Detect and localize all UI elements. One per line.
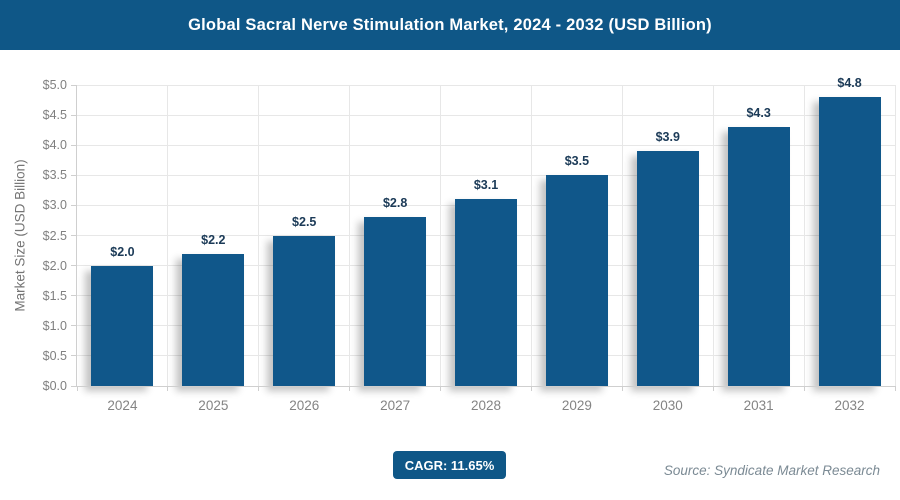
bar-2027 [364, 217, 427, 386]
bar-value-label: $3.5 [564, 154, 590, 169]
x-axis-label-2024: 2024 [107, 398, 138, 413]
gridline-horizontal [77, 114, 895, 116]
y-axis-tick [71, 235, 76, 236]
x-axis-label-2028: 2028 [470, 398, 502, 413]
chart-title: Global Sacral Nerve Stimulation Market, … [188, 15, 712, 34]
x-axis-tick [894, 386, 896, 391]
x-axis-tick [621, 386, 623, 391]
y-axis-tick-label: $3.0 [42, 198, 67, 213]
bar-2032 [818, 97, 881, 386]
bar-value-label: $4.3 [746, 106, 771, 121]
y-axis-tick [71, 385, 76, 387]
gridline-vertical [712, 85, 714, 386]
gridline-vertical [530, 85, 532, 386]
bar-2031 [727, 127, 790, 386]
gridline-vertical [440, 85, 442, 386]
x-axis-tick [530, 386, 532, 391]
y-axis-line [76, 85, 77, 386]
y-axis-tick-label: $2.5 [42, 228, 67, 243]
y-axis-tick-label: $5.0 [42, 78, 67, 92]
y-axis-tick [71, 355, 76, 357]
x-axis-line [76, 386, 895, 387]
y-axis-title: Market Size (USD Billion) [12, 159, 28, 312]
bar-2030 [636, 151, 699, 386]
y-axis-tick [71, 174, 76, 176]
bar-2029 [545, 175, 608, 386]
gridline-vertical [258, 85, 260, 386]
x-axis-tick [349, 386, 351, 391]
gridline-vertical [894, 85, 896, 386]
bar-chart-plot-area: $2.0 $2.2 $2.5 $2.8 $3.1 $3.5 $3.9 $4.3 $4.8 [77, 76, 896, 386]
gridline-vertical [349, 85, 351, 386]
bar-value-label: $3.9 [655, 130, 680, 145]
chart-title-banner: Global Sacral Nerve Stimulation Market, … [0, 0, 900, 50]
cagr-badge-label: CAGR: 11.65% [404, 457, 495, 473]
y-axis-tick-label: $4.0 [42, 138, 67, 153]
x-axis-tick [167, 386, 169, 391]
y-axis-tick [71, 144, 76, 146]
bar-value-label: $2.0 [110, 244, 135, 259]
bar-value-label: $2.8 [382, 196, 408, 211]
source-note: Source: Syndicate Market Research [663, 463, 880, 478]
gridline-horizontal [77, 144, 895, 146]
x-axis-label-2031: 2031 [743, 398, 774, 413]
y-axis-tick [71, 114, 76, 116]
bar-value-label: $3.1 [473, 178, 499, 193]
gridline-horizontal [77, 174, 895, 176]
y-axis-tick-label: $4.5 [42, 108, 67, 123]
y-axis-tick [71, 325, 76, 327]
x-axis-tick [712, 386, 714, 391]
x-axis-tick [76, 386, 78, 391]
y-axis-tick [71, 84, 76, 86]
bar-2028 [455, 199, 517, 386]
bar-value-label: $4.8 [837, 76, 862, 91]
y-axis-tick-label: $1.0 [42, 318, 67, 333]
y-axis-tick [71, 295, 76, 297]
gridline-vertical [167, 85, 169, 386]
x-axis-tick [440, 386, 442, 391]
bar-value-label: $2.5 [292, 214, 317, 229]
y-axis-tick-label: $1.5 [42, 288, 67, 303]
x-axis-tick [258, 386, 260, 391]
gridline-vertical [621, 85, 623, 386]
x-axis-label-2029: 2029 [561, 398, 592, 413]
gridline-horizontal [77, 84, 895, 86]
y-axis-tick-label: $0.5 [42, 348, 67, 363]
y-axis-tick-label: $0.0 [42, 379, 67, 393]
x-axis-tick [803, 386, 805, 391]
gridline-vertical [803, 85, 805, 386]
x-axis-label-2027: 2027 [380, 398, 411, 413]
bar-2026 [273, 235, 336, 386]
y-axis-tick [71, 265, 76, 267]
x-axis-label-2026: 2026 [289, 398, 320, 413]
x-axis-label-2032: 2032 [834, 398, 865, 413]
x-axis-label-2030: 2030 [652, 398, 683, 413]
cagr-badge: CAGR: 11.65% [393, 451, 506, 479]
y-axis-tick [71, 204, 76, 206]
y-axis-tick-label: $3.5 [42, 168, 67, 183]
x-axis-label-2025: 2025 [198, 398, 229, 413]
bar-2025 [182, 253, 245, 386]
bar-2024 [91, 265, 154, 386]
y-axis-tick-label: $2.0 [42, 258, 67, 273]
bar-value-label: $2.2 [201, 232, 226, 247]
